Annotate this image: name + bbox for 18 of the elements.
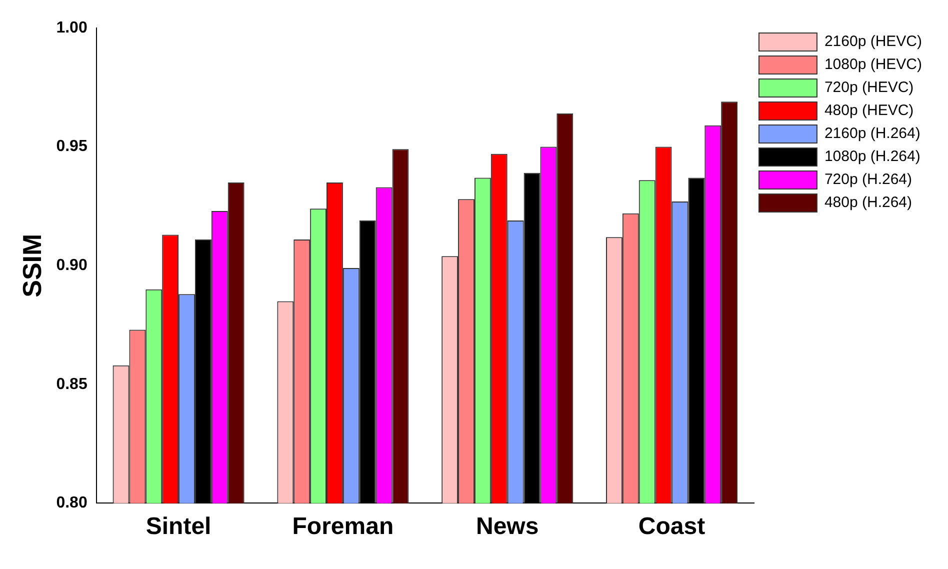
x-tick-label: Sintel [146, 513, 212, 540]
y-axis-title: SSIM [16, 234, 47, 298]
x-tick-label: Coast [638, 513, 706, 540]
y-tick-label: 0.95 [56, 138, 88, 156]
legend-label: 2160p (H.264) [824, 125, 920, 142]
legend-label: 480p (HEVC) [824, 102, 914, 120]
x-tick-label: News [476, 513, 539, 540]
y-tick-label: 0.90 [56, 257, 88, 274]
legend-label: 1080p (H.264) [824, 148, 920, 166]
legend-label: 720p (H.264) [824, 171, 912, 188]
x-tick-label: Foreman [292, 513, 394, 540]
y-tick-label: 0.80 [56, 494, 88, 512]
legend-label: 2160p (HEVC) [824, 33, 922, 50]
y-tick-label: 1.00 [56, 19, 88, 36]
legend-label: 720p (HEVC) [824, 79, 914, 96]
y-tick-label: 0.85 [56, 376, 88, 393]
legend-label: 1080p (HEVC) [824, 56, 922, 74]
legend-label: 480p (H.264) [824, 194, 912, 212]
